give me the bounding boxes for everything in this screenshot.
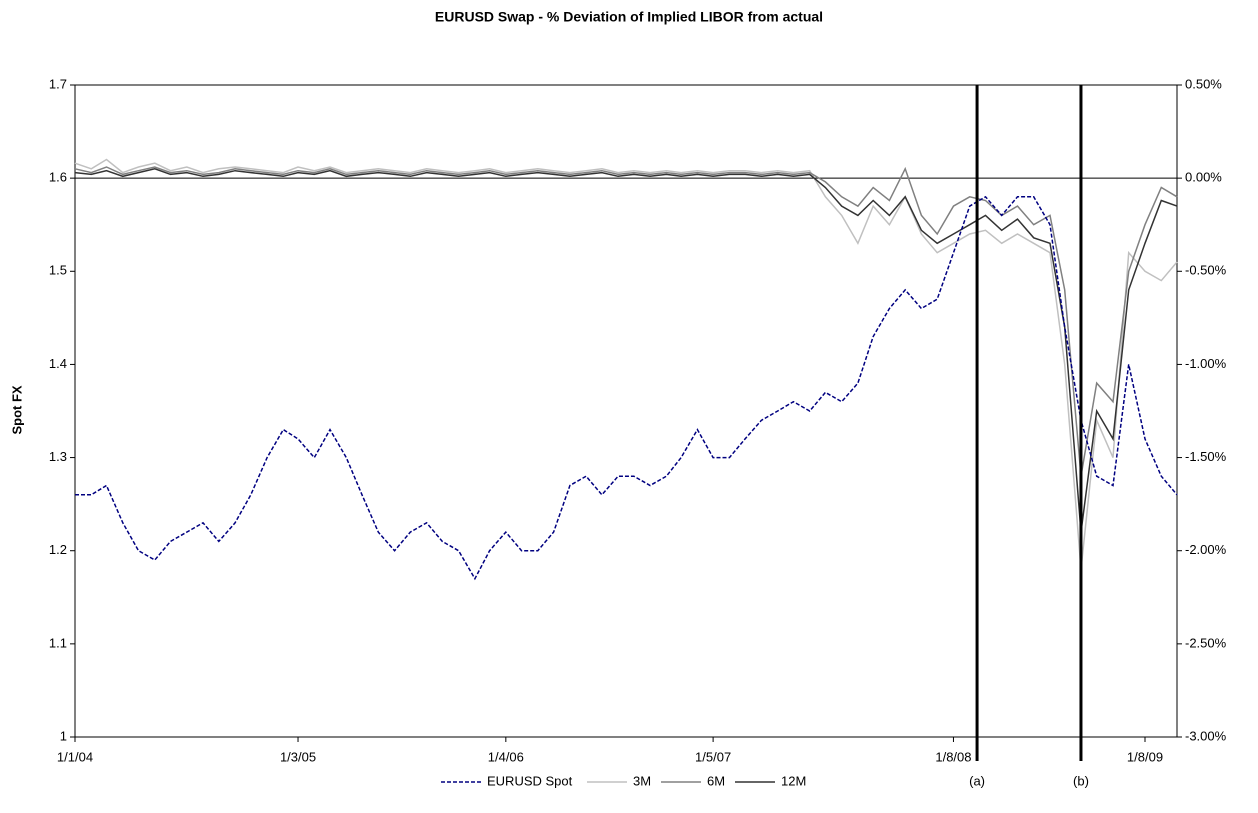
series-line bbox=[74, 168, 1178, 533]
y-tick-label: 1.6 bbox=[49, 170, 67, 185]
legend-label: 12M bbox=[781, 773, 806, 788]
y-tick-label: 1.7 bbox=[49, 76, 67, 91]
annotation-label: (b) bbox=[1073, 773, 1089, 788]
chart-title: EURUSD Swap - % Deviation of Implied LIB… bbox=[435, 9, 823, 25]
annotation-label: (a) bbox=[969, 773, 985, 788]
y2-tick-label: 0.00% bbox=[1185, 170, 1222, 185]
legend-label: EURUSD Spot bbox=[487, 773, 573, 788]
series-line bbox=[74, 158, 1178, 570]
x-tick-label: 1/8/09 bbox=[1127, 749, 1163, 764]
x-tick-label: 1/1/04 bbox=[57, 749, 93, 764]
y2-tick-label: -3.00% bbox=[1185, 728, 1227, 743]
series-line bbox=[75, 195, 1178, 581]
y-tick-label: 1.5 bbox=[49, 263, 67, 278]
y2-tick-label: -1.00% bbox=[1185, 356, 1227, 371]
y2-tick-label: -1.50% bbox=[1185, 449, 1227, 464]
y2-tick-label: -0.50% bbox=[1185, 263, 1227, 278]
x-tick-label: 1/5/07 bbox=[695, 749, 731, 764]
y2-tick-label: -2.00% bbox=[1185, 542, 1227, 557]
series-line bbox=[74, 166, 1178, 477]
legend-label: 3M bbox=[633, 773, 651, 788]
x-tick-label: 1/3/05 bbox=[280, 749, 316, 764]
y-tick-label: 1.1 bbox=[49, 635, 67, 650]
legend-label: 6M bbox=[707, 773, 725, 788]
x-tick-label: 1/8/08 bbox=[935, 749, 971, 764]
y-tick-label: 1.3 bbox=[49, 449, 67, 464]
y-tick-label: 1 bbox=[60, 728, 67, 743]
x-tick-label: 1/4/06 bbox=[488, 749, 524, 764]
y-axis-title: Spot FX bbox=[9, 385, 24, 434]
y2-tick-label: 0.50% bbox=[1185, 76, 1222, 91]
y-tick-label: 1.2 bbox=[49, 542, 67, 557]
plot-frame bbox=[74, 84, 1178, 738]
y2-tick-label: -2.50% bbox=[1185, 635, 1227, 650]
y-tick-label: 1.4 bbox=[49, 356, 67, 371]
